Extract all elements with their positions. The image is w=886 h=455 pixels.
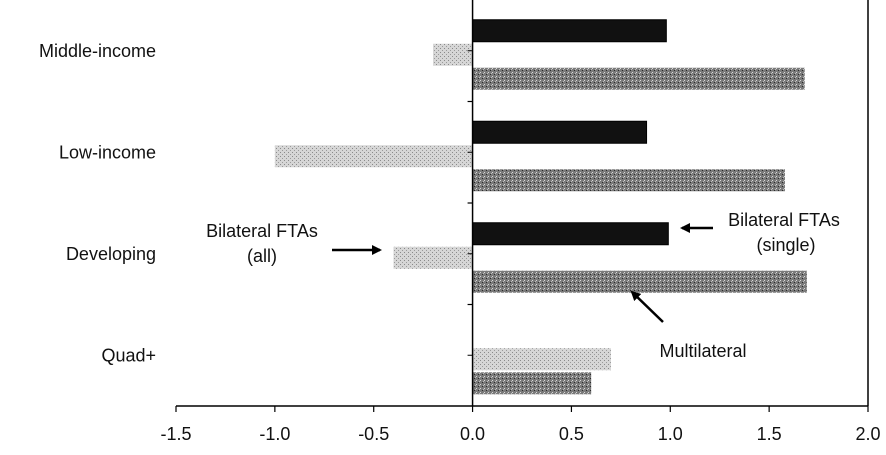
bar-quad--s3 [472, 372, 592, 395]
bar-middle-income-s3 [472, 67, 805, 90]
bar-low-income-s2 [274, 145, 473, 168]
bars-layer [274, 19, 807, 395]
category-label: Developing [66, 244, 156, 264]
x-tick-label: 0.5 [559, 424, 584, 444]
bar-quad--s2 [472, 348, 611, 371]
x-tick-label: -1.0 [259, 424, 290, 444]
bar-developing-s3 [472, 270, 807, 293]
annotation-multilateral: Multilateral [630, 290, 747, 361]
annotation-text: Bilateral FTAs [728, 210, 840, 230]
axes-layer [175, 0, 869, 412]
x-tick-label: 2.0 [855, 424, 880, 444]
x-tick-label: 0.0 [460, 424, 485, 444]
annotation-text: (single) [756, 235, 815, 255]
annotation-text: Bilateral FTAs [206, 221, 318, 241]
annotation-text: Multilateral [659, 341, 746, 361]
annotations-layer: Bilateral FTAs (all) Bilateral FTAs (single… [206, 210, 840, 361]
bar-middle-income-s2 [433, 43, 473, 66]
category-label: Low-income [59, 142, 156, 162]
plot-frame [176, 0, 869, 407]
annotation-bilateral-single: Bilateral FTAs (single) [680, 210, 840, 255]
x-tick-label: 1.0 [658, 424, 683, 444]
category-label: Middle-income [39, 41, 156, 61]
annotation-bilateral-all: Bilateral FTAs (all) [206, 221, 382, 266]
bar-developing-s1 [472, 222, 669, 246]
bar-low-income-s1 [472, 120, 648, 144]
x-tick-label: -0.5 [358, 424, 389, 444]
labels-layer: Middle-income Low-income Developing Quad+ -1… [39, 41, 881, 444]
x-tick-label: 1.5 [757, 424, 782, 444]
bar-low-income-s3 [472, 169, 785, 192]
category-label: Quad+ [101, 345, 156, 365]
bar-middle-income-s1 [472, 19, 667, 43]
bar-developing-s2 [393, 246, 473, 269]
annotation-text: (all) [247, 246, 277, 266]
arrow-icon [630, 290, 664, 323]
x-tick-label: -1.5 [160, 424, 191, 444]
